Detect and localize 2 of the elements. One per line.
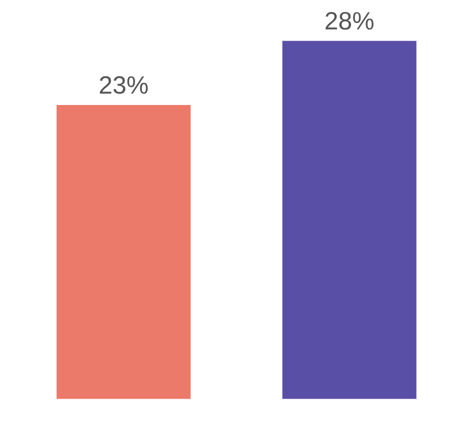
data-label: 28%: [326, 12, 374, 30]
data-label: 23%: [100, 76, 148, 94]
